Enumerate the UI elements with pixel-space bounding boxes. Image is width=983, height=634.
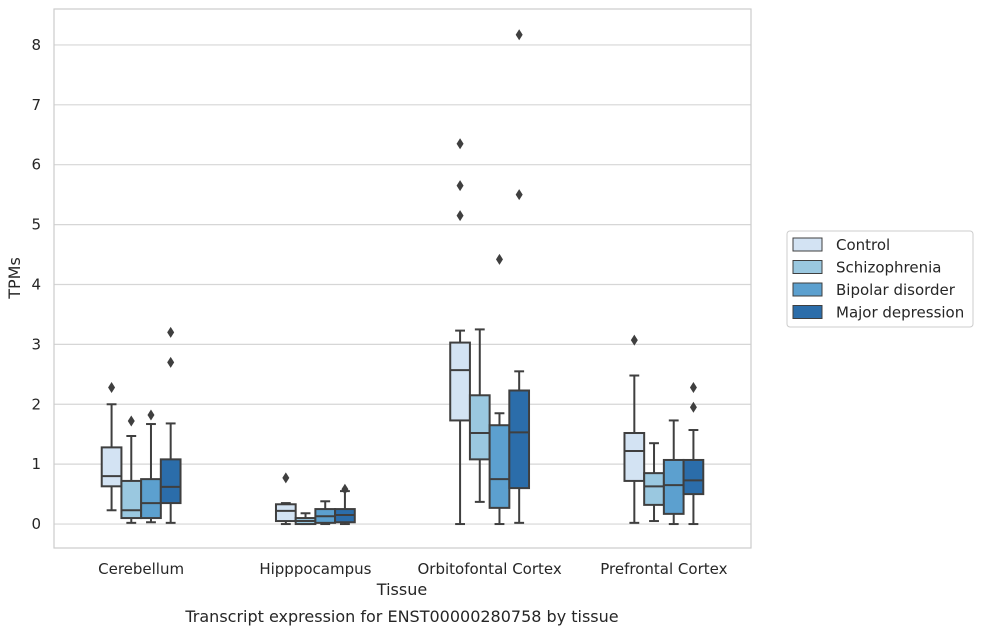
legend-label: Schizophrenia [836,259,941,277]
box-plot [488,253,511,526]
box-plot [100,381,123,512]
outlier-point [456,180,464,192]
y-tick-label: 2 [31,395,41,413]
box-plot [468,328,491,503]
outlier-point [167,326,175,338]
box-plot [623,334,646,524]
y-axis-title: TPMs [5,257,24,300]
y-tick-label: 4 [31,275,41,293]
legend-swatch [792,305,823,319]
iqr-box [140,478,162,520]
legend-swatch [792,237,823,252]
gridlines [54,44,751,525]
iqr-box [468,394,491,461]
iqr-box [662,458,685,515]
y-tick-label: 3 [31,335,41,353]
iqr-box [508,389,531,490]
x-tick-label: Hipppocampus [259,560,371,578]
outlier-point [630,334,638,346]
iqr-box [274,503,297,523]
outlier-point [341,483,349,495]
figure-caption: Transcript expression for ENST0000028075… [184,607,618,626]
legend-swatch [792,260,823,274]
legend-label: Bipolar disorder [836,281,956,299]
iqr-box [682,458,705,496]
plot-area-frame [53,8,752,549]
box-plot [274,472,297,526]
legend-label: Major depression [836,304,964,322]
outlier-point [108,381,116,393]
box-plot [682,381,705,526]
box-plot [449,138,471,526]
y-tick-label: 6 [31,156,41,174]
x-tick-label: Prefrontal Cortex [600,560,727,578]
y-tick-label: 5 [31,216,41,234]
box-plot [314,500,337,526]
outlier-point [689,401,697,413]
box-plot [159,326,182,524]
box-plot [294,512,317,526]
y-tick-label: 7 [31,96,41,114]
box-plot [334,483,356,526]
outlier-point [495,253,503,265]
x-tick-label: Orbitofontal Cortex [418,560,562,578]
iqr-box [120,479,143,520]
outlier-point [456,210,464,222]
iqr-box [159,458,182,505]
box-plot [120,415,143,524]
outlier-point [515,189,523,201]
x-tick-label: Cerebellum [98,560,184,578]
iqr-box [100,446,123,488]
box-plot [508,29,531,524]
x-axis-title: Tissue [376,580,427,599]
iqr-box [643,472,665,506]
iqr-box [623,432,646,482]
box-plot [662,419,685,526]
outlier-point [167,356,175,368]
outlier-point [689,381,697,393]
y-tick-label: 1 [31,455,41,473]
outlier-point [515,29,523,41]
outlier-point [127,415,135,427]
iqr-box [488,424,511,509]
box-plot [643,442,665,523]
iqr-box [449,341,471,422]
box-plot [140,409,162,524]
outlier-point [282,472,290,484]
legend-label: Control [836,236,890,254]
outlier-point [456,138,464,150]
box-plots [100,29,705,526]
legend-swatch [792,282,823,297]
x-axis-ticks: Cerebellum Hipppocampus Orbitofontal Corte… [98,560,727,578]
y-axis-ticks: 0 1 2 3 4 5 6 7 8 [31,36,41,533]
y-tick-label: 8 [31,36,41,54]
legend: Control Schizophrenia Bipolar disorder Majo… [786,230,974,328]
legend-frame [786,230,974,328]
outlier-point [147,409,155,421]
y-tick-label: 0 [31,515,41,533]
